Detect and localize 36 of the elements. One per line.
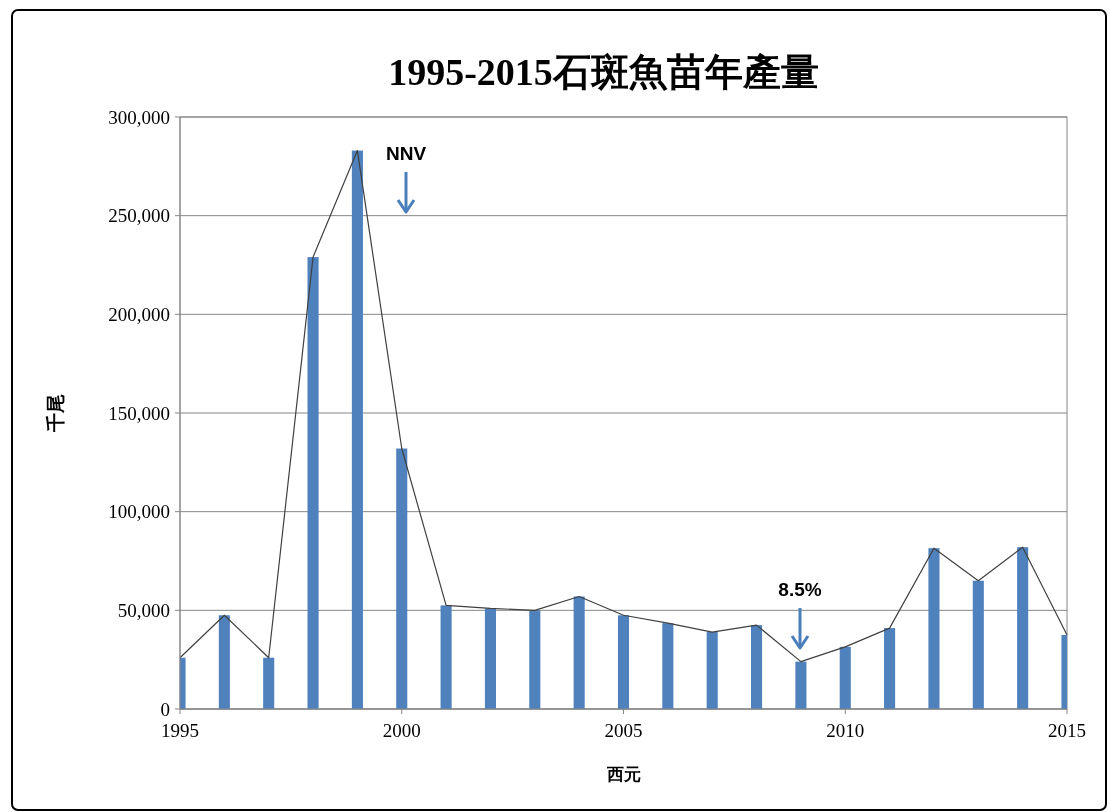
bar — [884, 628, 896, 709]
y-tick-label: 250,000 — [108, 205, 170, 227]
annotation: NNV — [385, 143, 427, 164]
annotation: 8.5% — [778, 579, 822, 600]
bar — [617, 615, 630, 709]
y-tick-label: 50,000 — [117, 599, 170, 621]
bar — [529, 610, 541, 709]
y-tick-label: 0 — [160, 698, 170, 720]
x-tick-label: 2010 — [826, 720, 865, 741]
bar — [484, 608, 496, 709]
bar — [662, 623, 674, 709]
y-tick-label: 200,000 — [108, 303, 170, 325]
bar — [751, 625, 763, 709]
bar — [795, 661, 807, 709]
bar — [972, 580, 984, 709]
bar — [928, 548, 940, 709]
x-tick-label: 1995 — [161, 720, 199, 741]
bar — [263, 657, 275, 709]
y-tick-label: 100,000 — [108, 501, 170, 523]
bar — [839, 646, 851, 709]
x-tick-label: 2005 — [604, 720, 643, 741]
bar — [573, 596, 585, 709]
bar — [1017, 547, 1029, 709]
bar — [396, 448, 408, 709]
bar — [440, 605, 452, 709]
bar — [351, 150, 363, 709]
bar — [706, 632, 718, 709]
x-tick-label: 2000 — [382, 720, 421, 741]
y-tick-label: 300,000 — [108, 106, 170, 128]
x-tick-label: 2015 — [1048, 720, 1086, 741]
bar — [218, 615, 230, 709]
y-axis-title: 千尾 — [45, 394, 66, 433]
bar — [307, 257, 319, 709]
y-tick-label: 150,000 — [108, 402, 170, 424]
chart-title: 1995-2015石斑魚苗年產量 — [388, 51, 819, 93]
x-axis-title: 西元 — [605, 765, 641, 784]
